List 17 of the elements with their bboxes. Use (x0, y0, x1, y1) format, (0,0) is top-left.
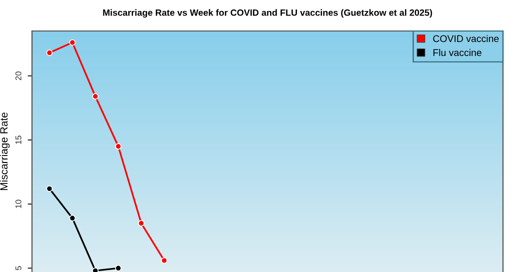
y-tick-label: 5 (16, 266, 22, 270)
point (161, 257, 168, 264)
y-tick-label: 10 (15, 200, 22, 208)
legend-label: Flu vaccine (433, 48, 482, 56)
chart-title: Miscarriage Rate vs Week for COVID and FLU vaccines (Guetzkow et al 2025) (103, 9, 432, 18)
point (138, 220, 144, 226)
y-axis-title: Miscarriage Rate (0, 112, 10, 190)
point (92, 93, 99, 100)
point (46, 50, 53, 56)
point (69, 39, 76, 46)
point (115, 143, 122, 150)
legend-label: COVID vaccine (433, 34, 499, 42)
y-tick-label: 20 (15, 72, 22, 80)
point (115, 264, 122, 272)
point (46, 185, 53, 192)
point (69, 214, 76, 222)
y-tick-label: 15 (16, 136, 22, 144)
